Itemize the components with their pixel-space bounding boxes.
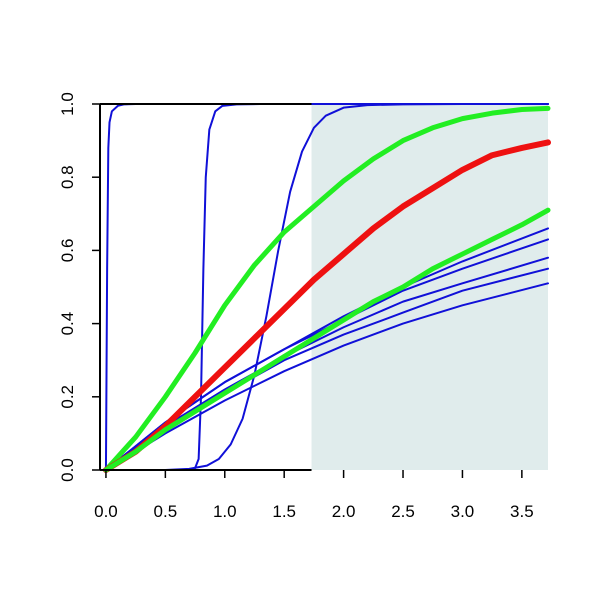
x-tick-label: 3.0 — [451, 502, 475, 521]
series-line-4-blue — [104, 282, 549, 471]
y-tick-label: 1.0 — [58, 92, 77, 116]
shaded-region — [311, 104, 548, 470]
axes-layer — [99, 103, 312, 471]
series-line-11-green — [103, 207, 551, 473]
x-tick-label: 0.5 — [154, 502, 178, 521]
x-axis-ticks: 0.0 0.5 1.0 1.5 2.0 2.5 3.0 3.5 — [94, 470, 534, 521]
x-tick-label: 2.0 — [332, 502, 356, 521]
series-line-10-red — [102, 139, 551, 473]
y-tick-label: 0.8 — [58, 165, 77, 189]
y-tick-label: 0.2 — [58, 385, 77, 409]
y-axis-ticks: 0.0 0.2 0.4 0.6 0.8 1.0 — [58, 92, 100, 482]
x-tick-label: 3.5 — [510, 502, 534, 521]
y-tick-label: 0.0 — [58, 458, 77, 482]
y-tick-label: 0.4 — [58, 312, 77, 336]
series-layer — [102, 103, 551, 473]
series-line-3-blue — [104, 103, 549, 471]
x-tick-label: 0.0 — [94, 502, 118, 521]
series-line-9-green — [103, 105, 551, 473]
x-tick-label: 1.5 — [272, 502, 296, 521]
x-tick-label: 2.5 — [391, 502, 415, 521]
x-tick-label: 1.0 — [213, 502, 237, 521]
y-tick-label: 0.6 — [58, 239, 77, 263]
shaded-region-layer — [311, 104, 548, 470]
